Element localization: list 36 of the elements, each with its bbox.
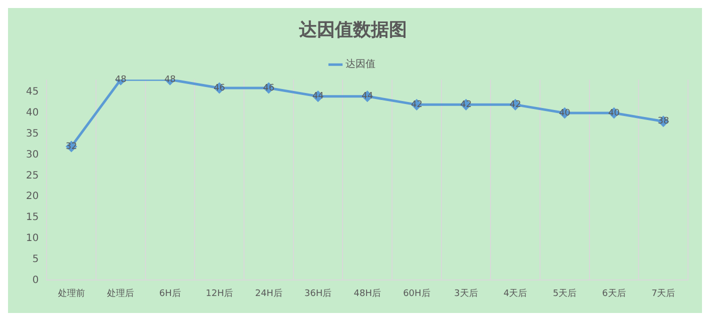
data-label: 42 bbox=[460, 100, 472, 110]
y-tick-label: 15 bbox=[26, 212, 39, 224]
data-label: 42 bbox=[410, 100, 422, 110]
x-tick-label: 36H后 bbox=[304, 288, 332, 299]
data-label: 44 bbox=[362, 92, 374, 102]
x-tick-label: 12H后 bbox=[206, 288, 233, 299]
data-label: 46 bbox=[262, 83, 275, 94]
x-tick-label: 48H后 bbox=[354, 288, 381, 299]
x-tick-label: 处理前 bbox=[58, 288, 85, 299]
data-label: 46 bbox=[214, 83, 226, 94]
x-tick-label: 6H后 bbox=[159, 288, 181, 299]
y-tick-label: 10 bbox=[26, 233, 39, 244]
chart-title: 达因值数据图 bbox=[298, 19, 407, 40]
y-tick-label: 30 bbox=[26, 149, 39, 160]
data-label: 38 bbox=[658, 116, 670, 127]
data-label: 44 bbox=[312, 92, 324, 102]
data-label: 42 bbox=[510, 100, 522, 110]
data-label: 40 bbox=[608, 108, 620, 118]
x-tick-label: 6天后 bbox=[602, 288, 626, 299]
y-tick-label: 35 bbox=[26, 128, 39, 140]
x-tick-label: 4天后 bbox=[503, 288, 528, 299]
x-tick-label: 3天后 bbox=[454, 288, 478, 299]
y-tick-label: 40 bbox=[26, 108, 39, 119]
y-tick-label: 25 bbox=[26, 170, 39, 182]
x-tick-label: 60H后 bbox=[403, 288, 430, 299]
x-tick-label: 24H后 bbox=[255, 288, 282, 299]
y-tick-label: 20 bbox=[26, 191, 39, 202]
data-label: 32 bbox=[66, 142, 78, 152]
y-tick-label: 0 bbox=[32, 274, 39, 286]
y-tick-label: 45 bbox=[26, 86, 39, 98]
x-tick-label: 处理后 bbox=[107, 288, 134, 299]
x-tick-label: 5天后 bbox=[552, 288, 577, 299]
x-tick-label: 7天后 bbox=[651, 288, 676, 299]
data-label: 40 bbox=[558, 108, 571, 118]
legend-label: 达因值 bbox=[346, 58, 376, 70]
y-tick-label: 5 bbox=[32, 254, 39, 265]
